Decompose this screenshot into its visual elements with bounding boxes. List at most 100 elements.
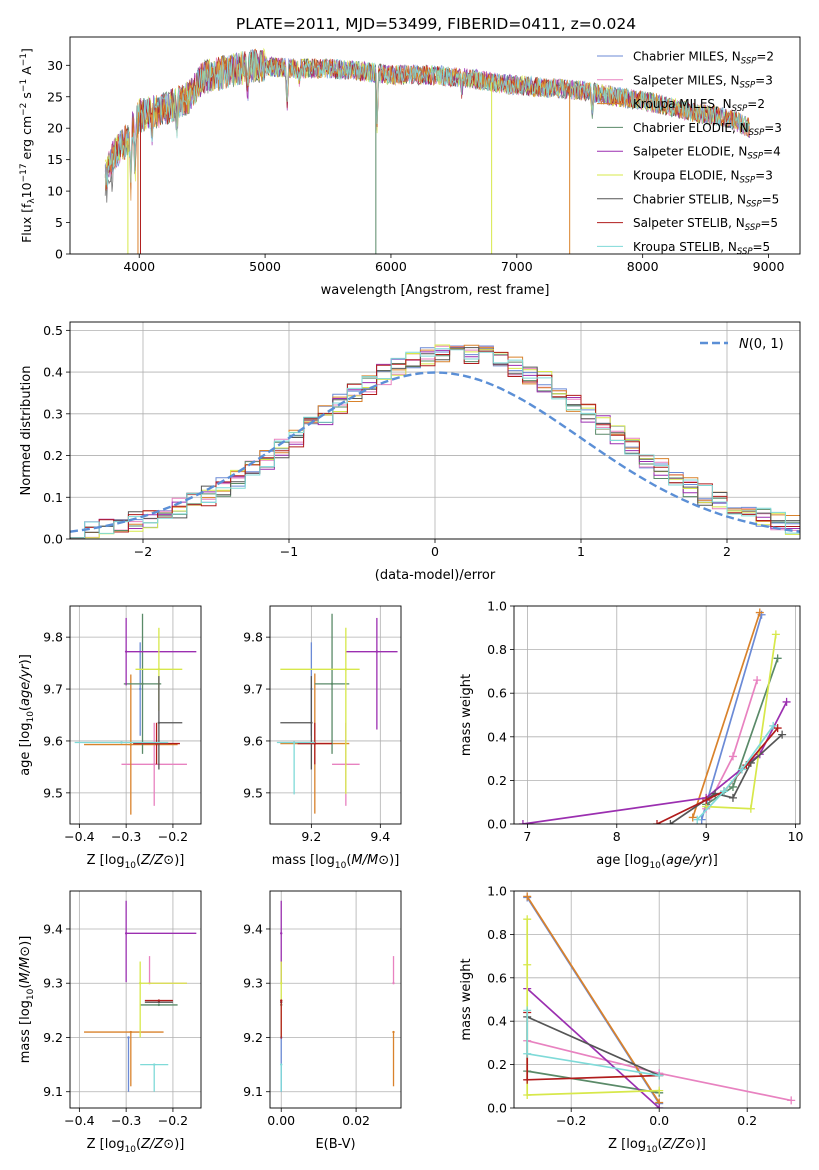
label-part: Chabrier ELODIE, N [633, 121, 749, 135]
point-marker [124, 650, 128, 653]
series-kroupa-elodie [523, 915, 664, 1099]
label-part: Kroupa MILES, N [633, 97, 732, 111]
label-part: Chabrier STELIB, N [633, 192, 746, 206]
label-part: 10 [125, 1145, 137, 1155]
plot-area [70, 344, 800, 539]
series-chabrier-miles [697, 610, 766, 824]
label-part: SSP [740, 176, 756, 186]
point-marker [392, 982, 395, 985]
x-tick-label: 10 [788, 829, 804, 844]
label-part: Z/Z⊙ [662, 1137, 696, 1152]
point-marker [375, 650, 379, 653]
point-marker [523, 1090, 532, 1099]
y-tick-label: 0.1 [43, 490, 63, 505]
y-tick-label: 5 [55, 215, 63, 230]
label-part: mass [log [18, 1000, 33, 1063]
point-kroupa-stelib [74, 741, 169, 744]
label-part: λ [27, 198, 37, 204]
x-tick-label: 1 [577, 544, 585, 559]
label-part: 10 [26, 711, 36, 723]
point-marker [688, 813, 697, 822]
point-marker [655, 1086, 664, 1095]
y-tick-label: 9.4 [243, 921, 263, 936]
x-axis-label: (data-model)/error [375, 568, 496, 583]
x-tick-label: 7000 [501, 259, 533, 274]
label-part: )] [696, 1137, 706, 1152]
legend-item-chabrier-elodie: Chabrier ELODIE, NSSP=3 [597, 121, 782, 138]
y-tick-label: 0.6 [487, 970, 507, 985]
legend-item-salpeter-miles: Salpeter MILES, NSSP=3 [597, 73, 773, 90]
y-axis-label: Normed distribution [19, 366, 34, 496]
point-marker [778, 730, 787, 739]
x-tick-label: 5000 [249, 259, 281, 274]
x-tick-label: −0.2 [158, 829, 188, 844]
y-tick-label: 9.8 [243, 630, 263, 645]
label-part: age [log [18, 723, 33, 776]
legend-label: Salpeter ELODIE, NSSP=4 [633, 145, 781, 162]
label-part: )] [708, 853, 718, 868]
grid [270, 891, 401, 1108]
normal-curve [70, 371, 800, 533]
point-kroupa-stelib [280, 1063, 283, 1092]
label-part: age [log [596, 853, 649, 868]
point-salpeter-stelib [297, 722, 333, 765]
label-part: 10 [649, 861, 661, 871]
label-part: age/yr [18, 663, 33, 706]
y-tick-label: 20 [47, 121, 63, 136]
x-tick-label: 9.4 [370, 829, 390, 844]
label-part: Z/Z⊙ [140, 1137, 174, 1152]
point-marker [129, 1030, 133, 1034]
axes-frame [69, 605, 202, 825]
y-tick-label: 0.0 [487, 1101, 507, 1116]
x-axis-label: mass [log10(M/M⊙)] [272, 853, 400, 871]
y-tick-label: 0.4 [487, 729, 507, 744]
label-part: )] [389, 853, 399, 868]
series-kroupa-stelib [523, 1006, 664, 1080]
axes-frame [69, 890, 202, 1109]
label-part: =3 [755, 169, 773, 183]
point-marker [653, 820, 661, 824]
axes-frame [513, 890, 801, 1109]
y-axis-label: mass weight [459, 674, 474, 756]
label-part: −1 [19, 53, 29, 66]
x-tick-label: 0.00 [267, 1113, 295, 1128]
point-kroupa-stelib [140, 1063, 169, 1092]
point-kroupa-miles [392, 1030, 395, 1087]
point-marker [157, 1003, 161, 1007]
x-tick-label: −0.4 [64, 829, 94, 844]
label-part: (0, 1) [749, 337, 784, 352]
y-tick-label: 9.5 [243, 785, 263, 800]
x-axis-label: E(B-V) [315, 1137, 355, 1152]
x-tick-label: 9.2 [301, 829, 321, 844]
y-tick-label: 9.3 [43, 976, 63, 991]
label-part: =4 [763, 145, 781, 159]
point-marker [518, 820, 527, 824]
x-tick-label: −0.3 [111, 1113, 141, 1128]
point-chabrier-stelib [157, 676, 183, 770]
series-kroupa-stelib [693, 721, 778, 824]
x-tick-label: 6000 [375, 259, 407, 274]
label-part: ] [19, 48, 34, 53]
legend-item-kroupa-elodie: Kroupa ELODIE, NSSP=3 [597, 169, 773, 186]
point-marker [153, 1063, 156, 1066]
y-tick-label: 0.8 [487, 642, 507, 657]
point-chabrier-miles [138, 642, 142, 736]
point-marker [157, 668, 161, 671]
y-tick-label: 0.4 [43, 365, 63, 380]
point-marker [771, 630, 780, 639]
y-tick-label: 9.2 [43, 1030, 63, 1045]
point-marker [157, 721, 161, 724]
y-tick-label: 9.2 [243, 1030, 263, 1045]
x-axis-label: Z [log10(Z/Z⊙)] [608, 1137, 706, 1155]
label-part: 10 [26, 988, 36, 1000]
point-marker [666, 820, 675, 824]
grid [270, 606, 401, 824]
grid [70, 606, 201, 824]
point-marker [746, 804, 755, 813]
point-marker [702, 796, 711, 805]
y-tick-label: 1.0 [487, 884, 507, 899]
axes-frame [69, 36, 801, 255]
x-tick-label: 0.0 [649, 1113, 669, 1128]
legend-item-kroupa-miles: Kroupa MILES, NSSP=2 [597, 97, 765, 114]
panel-z-massweight: −0.2 0.0 0.2 0.0 0.2 0.4 0.6 0.8 1.0 Z [log10(Z/Z… [459, 884, 801, 1155]
